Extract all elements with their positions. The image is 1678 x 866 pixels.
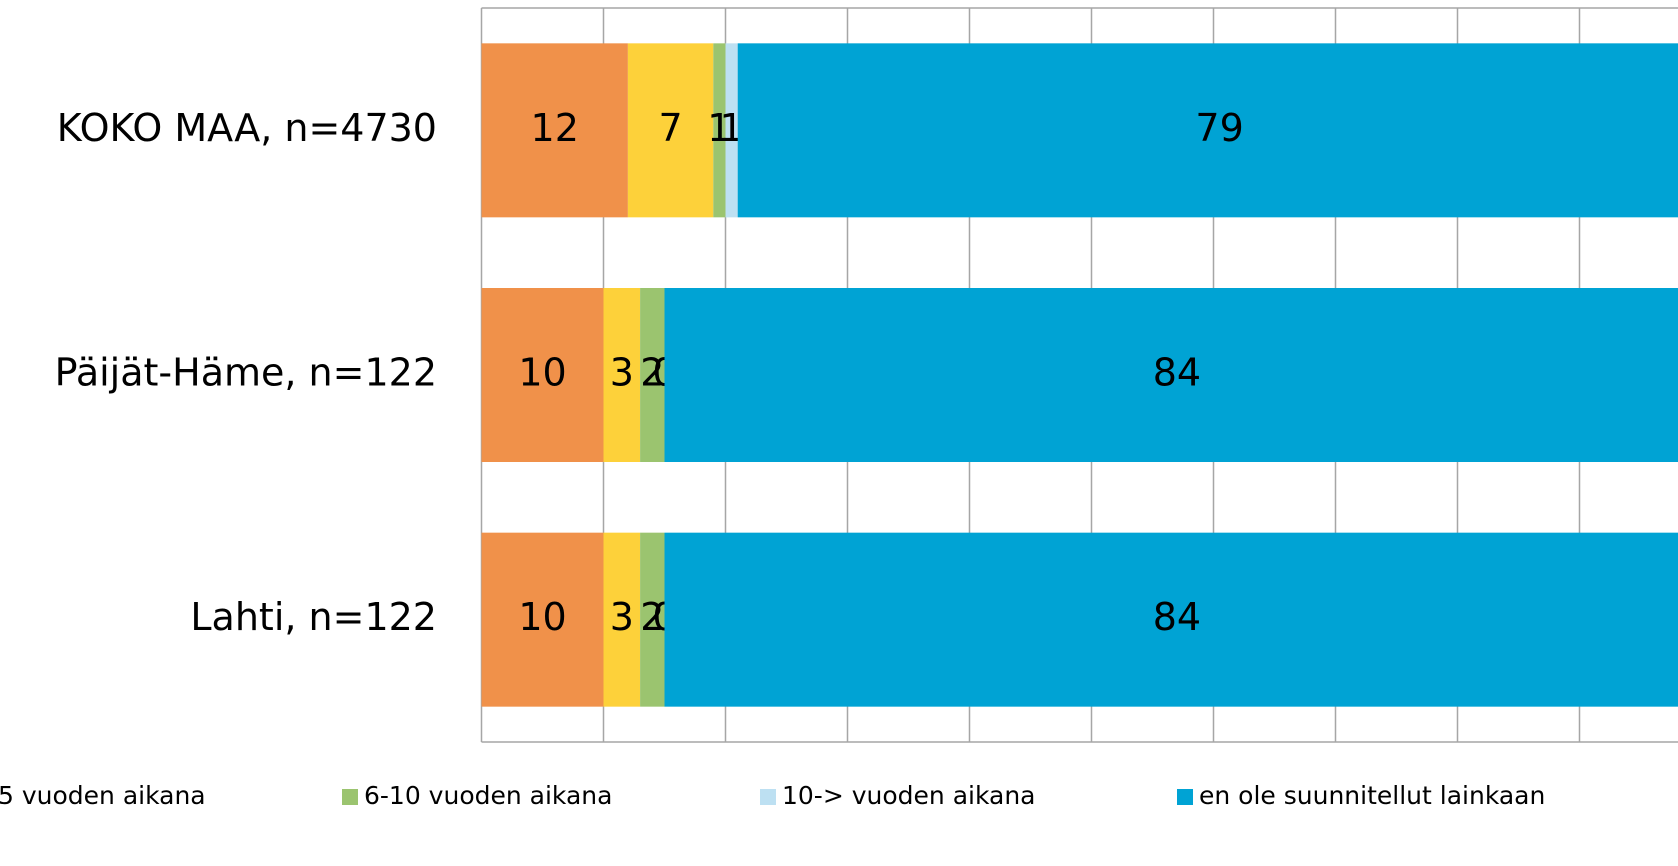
bar-segment: [664, 532, 1678, 707]
legend-swatch: [1177, 789, 1193, 805]
bar-segment: [603, 532, 641, 707]
data-label: 84: [1153, 351, 1201, 395]
legend-label: en ole suunnitellut lainkaan: [1199, 781, 1545, 810]
data-label: 79: [1195, 106, 1243, 150]
bar-segment: [627, 43, 714, 218]
legend-swatch: [342, 789, 358, 805]
data-label: 2: [640, 351, 664, 395]
data-label: 10: [518, 351, 566, 395]
data-label: 3: [610, 595, 634, 639]
bar-segment: [737, 43, 1678, 218]
legend-swatch: [760, 789, 776, 805]
data-label: 84: [1153, 595, 1201, 639]
bar-segment: [481, 43, 628, 218]
category-label: Lahti, n=122: [190, 595, 437, 639]
data-label: 2: [640, 595, 664, 639]
legend-label: 10-> vuoden aikana: [782, 781, 1036, 810]
bar-segment: [713, 43, 726, 218]
bar-segment: [664, 288, 1678, 462]
category-label: Päijät-Häme, n=122: [55, 351, 437, 395]
data-label: 7: [659, 106, 683, 150]
bar-segment: [481, 288, 604, 462]
bar-segment: [725, 43, 738, 218]
legend-label: 5 vuoden aikana: [0, 781, 206, 810]
bar-segment: [481, 532, 604, 707]
category-label: KOKO MAA, n=4730: [57, 106, 437, 150]
data-label: 10: [518, 595, 566, 639]
bar-segment: [640, 532, 665, 707]
legend-label: 6-10 vuoden aikana: [364, 781, 612, 810]
data-label: 12: [531, 106, 579, 150]
bar-segment: [603, 288, 641, 462]
data-label: 3: [610, 351, 634, 395]
bar-segment: [640, 288, 665, 462]
